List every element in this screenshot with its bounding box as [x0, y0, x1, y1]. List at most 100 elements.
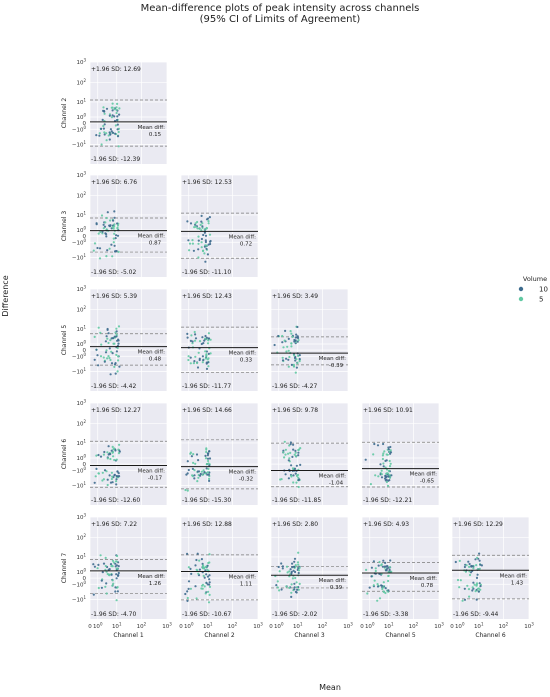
point-volume-5: [203, 228, 206, 231]
point-volume-10: [106, 328, 109, 331]
point-volume-5: [373, 579, 376, 582]
upper-loa-label: +1.96 SD: 5.39: [91, 293, 137, 300]
panel-r3-c3: +1.96 SD: 10.91 -1.96 SD: -12.21 Mean diff…: [361, 402, 440, 505]
point-volume-5: [202, 564, 205, 567]
legend-marker-5: [518, 296, 524, 302]
point-volume-10: [292, 448, 295, 451]
point-volume-10: [108, 224, 111, 227]
point-volume-10: [117, 571, 120, 575]
point-volume-5: [112, 241, 115, 244]
point-volume-10: [117, 338, 120, 341]
point-volume-5: [294, 371, 297, 374]
point-volume-5: [207, 339, 210, 342]
legend-label-5: 5: [539, 296, 543, 304]
point-volume-10: [479, 585, 482, 588]
point-volume-5: [107, 341, 110, 345]
mean-diff-value: 1.26: [149, 581, 162, 587]
point-volume-5: [287, 452, 290, 455]
point-volume-10: [113, 335, 116, 338]
point-volume-10: [370, 566, 373, 569]
mean-diff-value: 1.43: [511, 580, 524, 586]
point-volume-5: [106, 457, 109, 460]
point-volume-5: [372, 453, 375, 456]
point-volume-10: [379, 463, 382, 466]
point-volume-5: [117, 452, 121, 455]
point-volume-10: [187, 468, 190, 472]
point-volume-5: [286, 345, 289, 348]
upper-loa-label: +1.96 SD: 12.27: [91, 407, 141, 414]
point-volume-10: [468, 562, 471, 566]
point-volume-5: [285, 565, 289, 568]
point-volume-5: [113, 458, 116, 462]
point-volume-10: [297, 571, 300, 575]
y-tick-label: 102: [76, 191, 86, 200]
point-volume-10: [105, 107, 109, 110]
point-volume-10: [110, 449, 113, 452]
point-volume-10: [114, 586, 117, 589]
point-volume-5: [468, 565, 471, 569]
point-volume-5: [288, 444, 291, 447]
point-volume-5: [192, 362, 195, 365]
point-volume-10: [293, 586, 296, 589]
point-volume-5: [106, 357, 109, 360]
point-volume-5: [107, 134, 110, 137]
point-volume-5: [112, 342, 115, 345]
point-volume-10: [195, 558, 198, 562]
point-volume-5: [297, 339, 300, 342]
point-volume-10: [96, 246, 99, 250]
point-volume-5: [110, 477, 113, 481]
y-tick-label: 103: [76, 171, 86, 180]
point-volume-10: [463, 598, 467, 601]
y-tick-label: 102: [76, 78, 86, 87]
point-volume-10: [185, 473, 188, 476]
point-volume-5: [468, 573, 472, 577]
point-volume-10: [113, 210, 116, 213]
point-volume-5: [477, 587, 480, 590]
point-volume-5: [388, 465, 392, 468]
point-volume-10: [294, 359, 297, 362]
point-volume-10: [186, 336, 189, 339]
point-volume-5: [390, 570, 393, 573]
point-volume-10: [186, 599, 189, 603]
y-tick-label: −100: [72, 466, 87, 475]
point-volume-5: [110, 471, 113, 474]
point-volume-5: [193, 330, 196, 334]
point-volume-10: [117, 472, 120, 475]
point-volume-5: [389, 462, 392, 465]
point-volume-10: [189, 222, 193, 225]
point-volume-10: [387, 446, 390, 449]
upper-loa-label: +1.96 SD: 12.53: [182, 179, 232, 186]
point-volume-5: [102, 124, 105, 128]
point-volume-5: [295, 586, 299, 589]
point-volume-5: [111, 579, 114, 582]
mean-diff-label: Mean diff:: [138, 125, 166, 131]
point-volume-5: [389, 449, 392, 452]
point-volume-10: [200, 220, 203, 223]
point-volume-10: [386, 567, 389, 570]
point-volume-5: [380, 563, 383, 566]
y-tick-label: 101: [76, 552, 86, 561]
point-volume-10: [293, 557, 297, 560]
point-volume-10: [108, 138, 111, 141]
point-volume-5: [105, 592, 108, 595]
point-volume-5: [278, 589, 281, 592]
point-volume-5: [288, 570, 291, 573]
point-volume-10: [384, 569, 388, 572]
point-volume-5: [473, 583, 476, 586]
point-volume-10: [93, 481, 96, 484]
point-volume-5: [118, 107, 121, 110]
point-volume-10: [205, 581, 208, 585]
y-tick-label: 0: [83, 348, 87, 354]
point-volume-5: [382, 581, 385, 584]
panel-r2-c1: +1.96 SD: 12.43 -1.96 SD: -11.77 Mean diff…: [180, 288, 259, 391]
point-volume-5: [468, 595, 471, 598]
point-volume-5: [104, 564, 107, 568]
point-volume-5: [187, 358, 190, 362]
point-volume-10: [113, 216, 116, 219]
panel-background: [181, 517, 258, 619]
point-volume-5: [206, 358, 209, 361]
point-volume-5: [93, 242, 97, 245]
y-tick-label: 0: [83, 121, 87, 127]
point-volume-5: [202, 574, 205, 578]
